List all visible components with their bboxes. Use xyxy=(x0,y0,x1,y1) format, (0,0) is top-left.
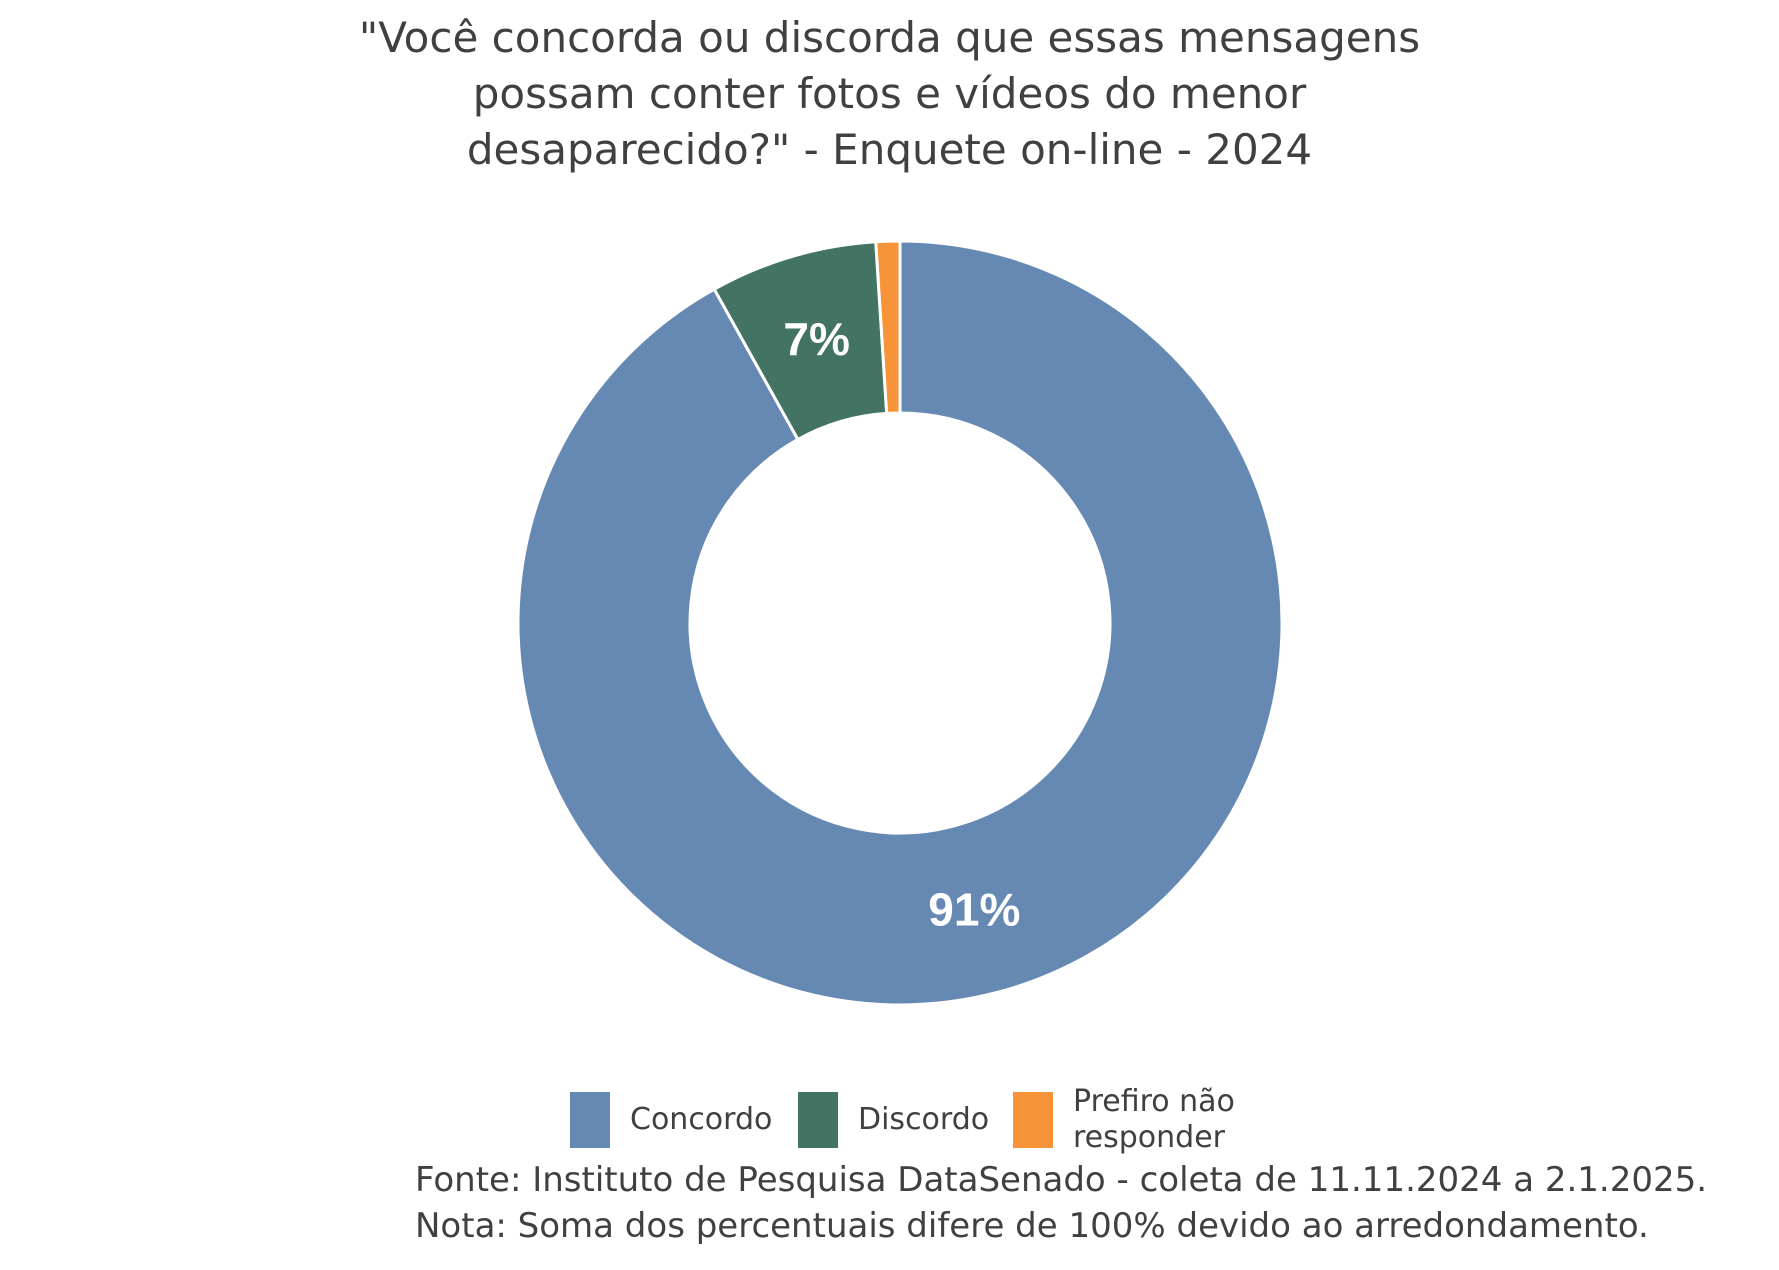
chart-title-line-3: desaparecido?" - Enquete on-line - 2024 xyxy=(466,125,1313,174)
legend-item-discordo: Discordo xyxy=(798,1085,989,1155)
chart-title-line-2: possam conter fotos e vídeos do menor xyxy=(472,69,1307,118)
legend-item-concordo: Concordo xyxy=(570,1085,772,1155)
slice-prefiro-nao-responder xyxy=(874,239,902,416)
donut-chart: 91% 7% xyxy=(516,239,1284,1007)
legend-item-prefiro-nao-responder: Prefiro não responder xyxy=(1013,1084,1253,1155)
legend-label-prefiro-nao-responder: Prefiro não responder xyxy=(1073,1084,1235,1155)
legend-swatch-concordo xyxy=(570,1092,610,1148)
legend-swatch-discordo xyxy=(798,1092,838,1148)
legend-label-concordo: Concordo xyxy=(630,1102,773,1137)
slice-concordo xyxy=(516,239,1284,1007)
chart-title: "Você concorda ou discorda que essas men… xyxy=(0,10,1779,178)
source-note: Fonte: Instituto de Pesquisa DataSenado … xyxy=(415,1157,1707,1249)
note-line: Nota: Soma dos percentuais difere de 100… xyxy=(415,1206,1649,1246)
data-label-discordo: 7% xyxy=(783,313,849,365)
chart-title-line-1: "Você concorda ou discorda que essas men… xyxy=(358,13,1421,62)
legend-label-discordo: Discordo xyxy=(858,1102,990,1137)
source-line: Fonte: Instituto de Pesquisa DataSenado … xyxy=(415,1160,1708,1200)
legend-swatch-prefiro-nao-responder xyxy=(1013,1092,1053,1148)
data-label-concordo: 91% xyxy=(928,884,1020,936)
legend: Concordo Discordo Prefiro não responder xyxy=(0,1084,1779,1165)
